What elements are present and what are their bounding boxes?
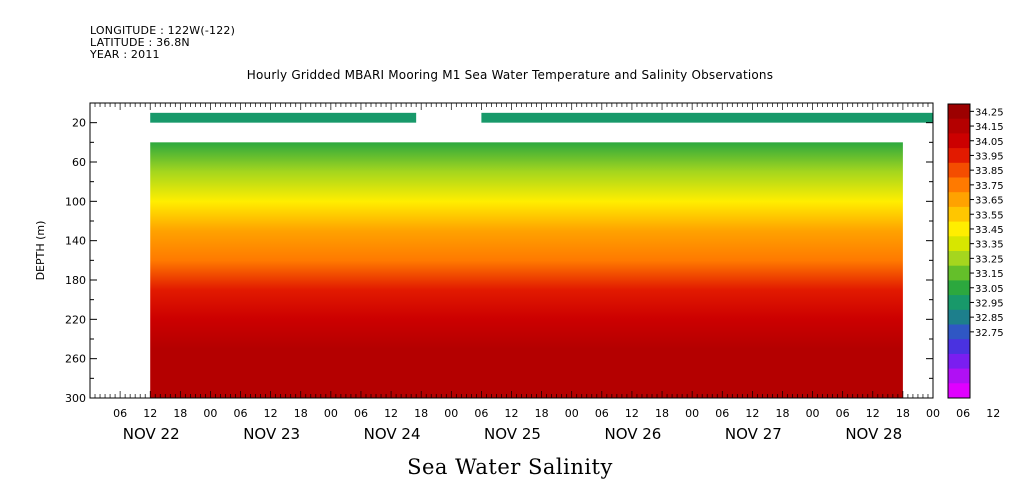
y-tick-label: 140 [65, 235, 86, 248]
x-hour-label: 12 [625, 407, 639, 420]
colorbar-cell-1 [948, 118, 970, 134]
colorbar-cell-16 [948, 339, 970, 355]
colorbar-cell-19 [948, 383, 970, 399]
y-tick-label: 300 [65, 392, 86, 405]
colorbar-cell-13 [948, 295, 970, 311]
colorbar-label: 33.95 [975, 151, 1004, 162]
x-hour-label: 12 [986, 407, 1000, 420]
colorbar-cell-15 [948, 324, 970, 340]
colorbar-label: 33.25 [975, 254, 1004, 265]
y-axis-label: DEPTH (m) [34, 221, 47, 281]
x-hour-label: 00 [444, 407, 458, 420]
colorbar-label: 33.45 [975, 225, 1004, 236]
surface-layer-segment-0 [150, 112, 417, 123]
colorbar-cell-17 [948, 353, 970, 370]
x-hour-label: 18 [655, 407, 669, 420]
y-tick-label: 60 [72, 156, 86, 169]
x-axis-title: Sea Water Salinity [407, 455, 613, 479]
salinity-field [150, 142, 903, 398]
colorbar-frame [947, 103, 971, 399]
x-hour-label: 06 [715, 407, 729, 420]
x-hour-label: 06 [595, 407, 609, 420]
x-day-label: NOV 27 [725, 425, 782, 443]
axes: 20 60 100 140 180 220 260 300 DEPTH (m) 06 12 18 00 0… [34, 102, 1000, 443]
x-hour-label: 00 [685, 407, 699, 420]
colorbar-cell-4 [948, 162, 970, 178]
x-hour-label: 18 [896, 407, 910, 420]
x-hour-label: 06 [113, 407, 127, 420]
x-day-label: NOV 23 [243, 425, 300, 443]
y-tick-label: 220 [65, 313, 86, 326]
x-hour-label: 00 [806, 407, 820, 420]
year-label: YEAR : 2011 [90, 48, 160, 61]
latitude-label: LATITUDE : 36.8N [90, 36, 190, 49]
longitude-label: LONGITUDE : 122W(-122) [90, 24, 236, 37]
colorbar-label: 33.85 [975, 166, 1004, 177]
colorbar-label: 33.05 [975, 284, 1004, 295]
x-hour-label: 12 [384, 407, 398, 420]
x-day-label: NOV 28 [845, 425, 902, 443]
colorbar-cell-10 [948, 251, 970, 267]
colorbar-label: 32.75 [975, 328, 1004, 339]
colorbar-label: 33.15 [975, 269, 1004, 280]
colorbar-label: 34.05 [975, 137, 1004, 148]
x-hour-label: 00 [565, 407, 579, 420]
x-hour-label: 18 [294, 407, 308, 420]
x-hour-label: 18 [775, 407, 789, 420]
x-hour-label: 12 [143, 407, 157, 420]
x-hour-label: 06 [836, 407, 850, 420]
x-day-label: NOV 24 [364, 425, 421, 443]
colorbar-cell-8 [948, 221, 970, 237]
colorbar-label: 32.95 [975, 298, 1004, 309]
x-day-label: NOV 25 [484, 425, 541, 443]
colorbar-label: 33.55 [975, 210, 1004, 221]
colorbar: 34.25 34.15 34.05 33.95 33.85 33.75 33.65 33.55… [947, 103, 1004, 399]
x-hour-label: 06 [474, 407, 488, 420]
x-hour-label: 12 [866, 407, 880, 420]
x-hour-label: 18 [173, 407, 187, 420]
colorbar-label: 33.65 [975, 196, 1004, 207]
colorbar-cell-3 [948, 148, 970, 164]
colorbar-label: 33.35 [975, 240, 1004, 251]
colorbar-cell-6 [948, 192, 970, 208]
colorbar-cell-12 [948, 280, 970, 296]
y-tick-label: 100 [65, 195, 86, 208]
colorbar-cell-2 [948, 133, 970, 149]
y-tick-label: 260 [65, 353, 86, 366]
chart-title: Hourly Gridded MBARI Mooring M1 Sea Wate… [246, 68, 774, 82]
x-hour-label: 12 [505, 407, 519, 420]
x-day-label: NOV 22 [123, 425, 180, 443]
colorbar-cell-0 [948, 104, 970, 120]
colorbar-label: 34.15 [975, 122, 1004, 133]
x-hour-label: 12 [264, 407, 278, 420]
colorbar-label: 32.85 [975, 313, 1004, 324]
surface-layer-segment-1 [481, 112, 933, 123]
colorbar-label: 33.75 [975, 181, 1004, 192]
plot-area [150, 112, 933, 398]
x-hour-label: 00 [324, 407, 338, 420]
colorbar-cell-18 [948, 368, 970, 384]
y-tick-label: 20 [72, 117, 86, 130]
x-hour-label: 06 [354, 407, 368, 420]
colorbar-cell-9 [948, 236, 970, 252]
x-hour-label: 06 [234, 407, 248, 420]
colorbar-cell-11 [948, 265, 970, 281]
colorbar-cell-7 [948, 206, 970, 223]
x-day-label: NOV 26 [604, 425, 661, 443]
x-hour-label: 12 [745, 407, 759, 420]
x-hour-label: 00 [926, 407, 940, 420]
x-hour-label: 18 [414, 407, 428, 420]
colorbar-cell-5 [948, 177, 970, 193]
x-hour-label: 00 [203, 407, 217, 420]
colorbar-label: 34.25 [975, 107, 1004, 118]
x-hour-label: 18 [535, 407, 549, 420]
colorbar-cell-14 [948, 309, 970, 325]
x-hour-label: 06 [956, 407, 970, 420]
y-tick-label: 180 [65, 274, 86, 287]
